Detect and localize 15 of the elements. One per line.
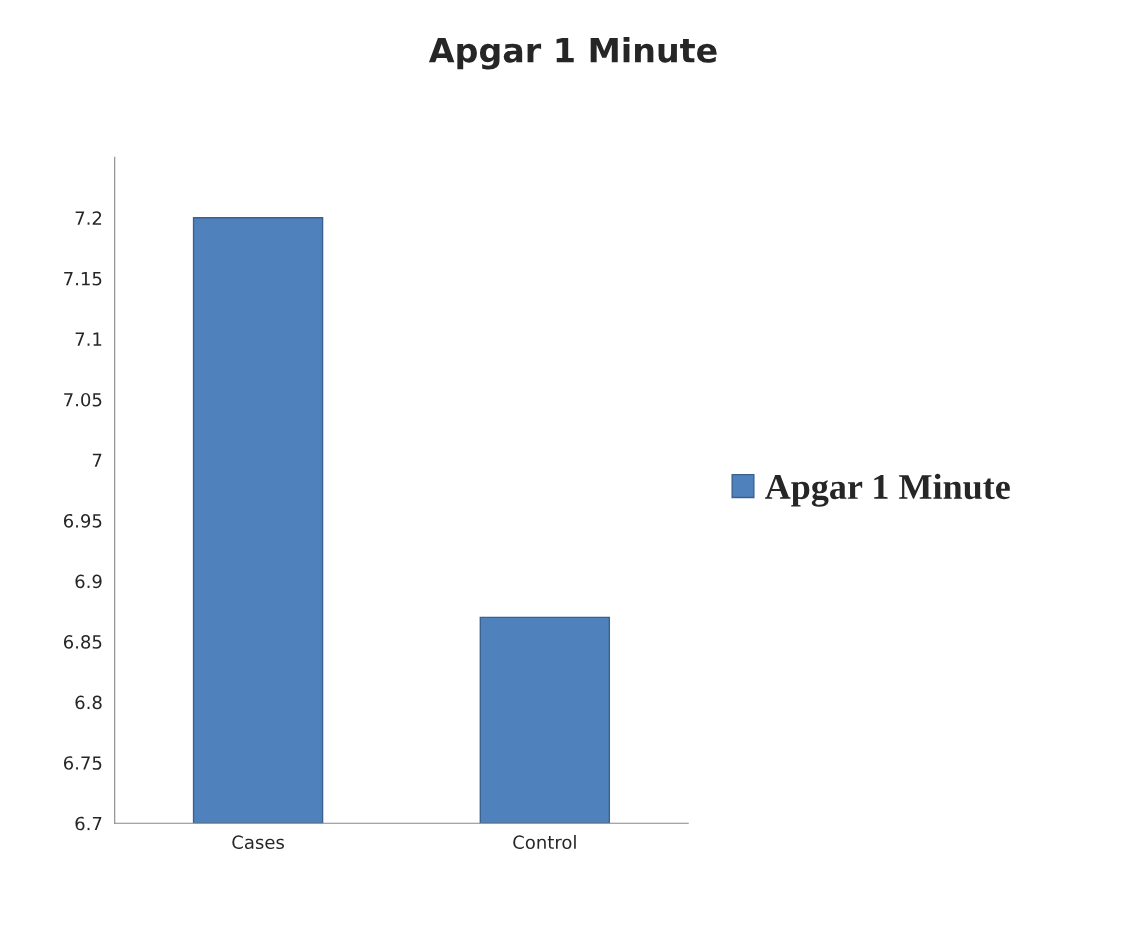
x-tick-label: Control xyxy=(513,835,576,850)
y-tick-label: 6.75 xyxy=(63,756,102,770)
y-tick-label: 6.8 xyxy=(75,695,102,710)
chart-title: Apgar 1 Minute xyxy=(428,37,717,70)
y-tick-label: 7.15 xyxy=(64,272,102,286)
legend-label: Apgar 1 Minute xyxy=(765,473,1010,507)
y-tick-label: 6.85 xyxy=(63,635,102,649)
y-tick-label: 6.9 xyxy=(75,574,102,589)
y-tick-label: 6.95 xyxy=(63,513,102,528)
y-tick-label: 7.2 xyxy=(75,211,102,225)
y-tick-label: 7.05 xyxy=(64,392,102,407)
y-tick-label: 6.7 xyxy=(75,816,102,831)
y-tick-label: 7.1 xyxy=(75,332,102,346)
y-tick-label: 7 xyxy=(92,453,102,467)
x-tick-label: Cases xyxy=(232,835,284,850)
